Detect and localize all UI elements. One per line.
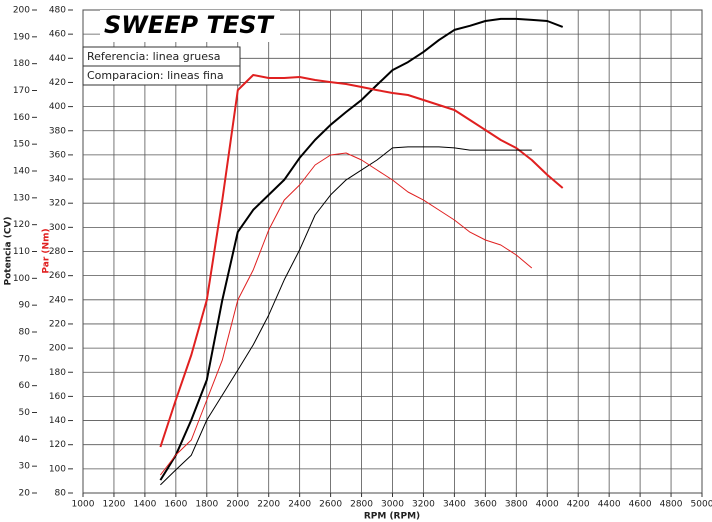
- y2-tick-label: 80: [55, 489, 67, 499]
- y-tick-label: 100: [13, 274, 30, 284]
- x-tick-label: 5000: [691, 500, 712, 510]
- x-tick-label: 2000: [226, 500, 249, 510]
- x-tick-label: 3000: [381, 500, 404, 510]
- y2-tick-label: 260: [49, 271, 66, 281]
- y-tick-label: 190: [13, 32, 30, 42]
- x-tick-label: 3800: [505, 500, 528, 510]
- y2-tick-label: 140: [49, 416, 66, 426]
- x-tick-label: 4600: [629, 500, 652, 510]
- y-tick-label: 60: [19, 381, 31, 391]
- y-axis-label: Potencia (CV): [4, 216, 14, 285]
- y2-tick-label: 340: [49, 175, 66, 185]
- y2-tick-label: 440: [49, 54, 66, 64]
- y2-tick-label: 480: [49, 6, 66, 16]
- y2-tick-label: 100: [49, 464, 66, 474]
- y2-tick-label: 280: [49, 247, 66, 257]
- y-tick-label: 160: [13, 113, 30, 123]
- y2-tick-label: 420: [49, 78, 66, 88]
- y-tick-label: 110: [13, 247, 30, 257]
- y2-tick-label: 320: [49, 199, 66, 209]
- y2-tick-label: 360: [49, 150, 66, 160]
- grid: [82, 9, 703, 494]
- y-tick-label: 120: [13, 220, 30, 230]
- y-tick-label: 140: [13, 167, 30, 177]
- data-line: [160, 146, 532, 486]
- x-tick-label: 2200: [257, 500, 280, 510]
- x-tick-label: 1200: [102, 500, 125, 510]
- y2-tick-label: 240: [49, 295, 66, 305]
- y-tick-label: 170: [13, 86, 30, 96]
- x-tick-label: 4800: [660, 500, 683, 510]
- data-line: [159, 74, 564, 448]
- x-tick-label: 3600: [474, 500, 497, 510]
- x-tick-label: 1800: [195, 500, 218, 510]
- x-axis-label: RPM (RPM): [364, 512, 420, 522]
- y2-tick-label: 200: [49, 344, 66, 354]
- y2-tick-label: 180: [49, 368, 66, 378]
- x-tick-label: 4400: [598, 500, 621, 510]
- x-tick-label: 1000: [72, 500, 95, 510]
- x-tick-label: 3400: [443, 500, 466, 510]
- y-tick-label: 80: [19, 328, 31, 338]
- y2-tick-label: 120: [49, 440, 66, 450]
- legend-entry: Comparacion: lineas fina: [87, 69, 224, 82]
- data-line: [160, 152, 533, 476]
- chart-title: SWEEP TEST: [104, 11, 275, 39]
- x-tick-label: 2800: [350, 500, 373, 510]
- title-box: [100, 10, 280, 42]
- y2-tick-label: 400: [49, 102, 66, 112]
- y-tick-label: 90: [19, 301, 31, 311]
- x-tick-label: 1600: [164, 500, 187, 510]
- y2-tick-label: 300: [49, 223, 66, 233]
- y2-tick-label: 380: [49, 126, 66, 136]
- y-tick-label: 40: [19, 435, 31, 445]
- y-tick-label: 50: [19, 408, 31, 418]
- y-tick-label: 20: [19, 489, 31, 499]
- y-tick-label: 150: [13, 140, 30, 150]
- y2-tick-label: 220: [49, 319, 66, 329]
- lines: [159, 17, 564, 486]
- y2-tick-label: 460: [49, 30, 66, 40]
- y2-axis-label: Par (Nm): [42, 228, 52, 273]
- legend-entry: Referencia: linea gruesa: [87, 50, 220, 63]
- y-tick-label: 30: [19, 462, 31, 472]
- y-tick-label: 180: [13, 59, 30, 69]
- data-line: [159, 17, 564, 481]
- x-tick-label: 1400: [133, 500, 156, 510]
- x-tick-label: 4200: [567, 500, 590, 510]
- x-tick-label: 2400: [288, 500, 311, 510]
- x-tick-label: 2600: [319, 500, 342, 510]
- y-tick-label: 70: [19, 354, 31, 364]
- y-tick-label: 200: [13, 6, 30, 16]
- y-tick-label: 130: [13, 193, 30, 203]
- x-tick-label: 4000: [536, 500, 559, 510]
- x-tick-label: 3200: [412, 500, 435, 510]
- y2-tick-label: 160: [49, 392, 66, 402]
